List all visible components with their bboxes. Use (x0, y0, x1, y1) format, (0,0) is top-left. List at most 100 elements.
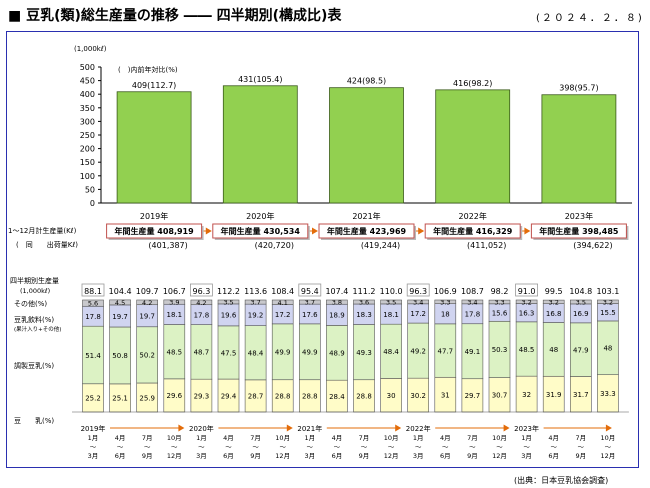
quarter-tilde: ～ (198, 443, 205, 451)
other-value: 3.5 (386, 298, 396, 306)
quarter-total: 103.1 (596, 287, 619, 296)
year-marker: 2020年 (189, 424, 214, 433)
other-segment (380, 299, 402, 305)
year-arrowhead (524, 227, 531, 235)
soy-milk-value: 28.8 (356, 393, 372, 401)
other-segment (136, 299, 158, 306)
other-value: 4.2 (142, 299, 152, 307)
y-tick-label: 350 (80, 104, 95, 113)
quarter-total-unit: (1,000kℓ) (20, 287, 50, 295)
other-segment (434, 299, 457, 304)
quarter-tilde: ～ (171, 443, 178, 451)
quarter-start-month: 4月 (115, 434, 126, 442)
y-tick-label: 250 (80, 131, 95, 140)
shipment-label: (401,387) (148, 241, 187, 250)
drink-value: 19.6 (221, 312, 237, 320)
drink-value: 19.7 (112, 313, 128, 321)
other-segment (461, 299, 484, 305)
quarter-tilde: ～ (307, 443, 314, 451)
annual-bar (329, 87, 404, 204)
quarter-start-month: 1月 (413, 434, 424, 442)
production-label: 年間生産量 423,969 (327, 226, 407, 236)
drink-value: 18.3 (356, 311, 372, 319)
other-segment (542, 299, 565, 304)
quarter-end-month: 3月 (521, 452, 532, 460)
quarter-total-box (515, 283, 538, 297)
prepared-value: 49.2 (410, 347, 426, 355)
other-value: 4.5 (115, 299, 125, 307)
prepared-value: 48.4 (248, 350, 264, 358)
chart-frame (6, 31, 639, 468)
series-label-prepared: 調製豆乳(%) (14, 361, 54, 370)
bar-value-label: 416(98.2) (453, 79, 492, 88)
production-box (106, 223, 203, 239)
quarter-total-box (406, 283, 430, 297)
quarter-end-month: 6月 (332, 452, 343, 460)
drink-value: 17.8 (194, 311, 210, 319)
quarter-total: 96.3 (192, 287, 210, 296)
quarter-tilde: ～ (334, 443, 341, 451)
quarter-tilde: ～ (279, 443, 286, 451)
year-marker: 2022年 (406, 424, 431, 433)
drink-value: 16.3 (519, 310, 535, 318)
other-value: 3.4 (413, 298, 423, 306)
prepared-value: 49.3 (356, 349, 372, 357)
prepared-value: 47.7 (438, 347, 454, 355)
quarter-end-month: 12月 (601, 452, 616, 460)
prepared-value: 50.8 (112, 352, 128, 360)
quarter-tilde: ～ (496, 443, 503, 451)
y-tick-label: 300 (80, 117, 95, 126)
quarter-end-month: 6月 (223, 452, 234, 460)
prepared-value: 47.5 (221, 349, 237, 357)
y-tick-label: 50 (85, 185, 95, 194)
soy-milk-value: 29.6 (167, 392, 183, 400)
quarter-total: 104.8 (569, 287, 592, 296)
quarter-start-month: 1月 (196, 434, 207, 442)
quarter-tilde: ～ (442, 443, 449, 451)
year-arrowhead (418, 227, 425, 235)
soy-milk-value: 33.3 (600, 390, 616, 398)
bar-value-label: 409(112.7) (132, 81, 176, 90)
quarter-end-month: 9月 (250, 452, 261, 460)
other-segment (163, 299, 186, 305)
soy-milk-value: 25.2 (85, 395, 101, 403)
y-tick-label: 100 (80, 172, 95, 181)
quarter-end-month: 9月 (575, 452, 586, 460)
year-label: 2019年 (140, 211, 168, 221)
quarter-total: 99.5 (545, 287, 563, 296)
quarter-start-month: 7月 (575, 434, 586, 442)
quarter-total: 108.7 (461, 287, 484, 296)
quarter-end-month: 6月 (440, 452, 451, 460)
prepared-value: 47.9 (573, 346, 589, 354)
annual-bar (116, 91, 192, 204)
y-unit-label: (1,000kℓ) (74, 45, 107, 53)
other-value: 4.1 (278, 299, 288, 307)
quarter-end-month: 6月 (115, 452, 126, 460)
drink-value: 18.9 (329, 312, 345, 320)
shipment-label: (419,244) (361, 241, 400, 250)
quarter-tilde: ～ (252, 443, 259, 451)
quarter-tilde: ～ (469, 443, 476, 451)
quarter-start-month: 10月 (492, 434, 507, 442)
other-value: 3.7 (305, 299, 315, 307)
prepared-value: 50.3 (492, 346, 508, 354)
other-segment (190, 299, 213, 306)
source-note: (出典：日本豆乳協会調査) (514, 476, 609, 485)
quarter-start-month: 10月 (384, 434, 399, 442)
other-value: 3.8 (332, 299, 342, 307)
drink-value: 16.9 (573, 310, 589, 318)
y-tick-label: 0 (90, 199, 95, 208)
production-box (530, 223, 627, 239)
year-arrowhead (312, 227, 318, 235)
quarter-tilde: ～ (225, 443, 232, 451)
quarter-tilde: ～ (388, 443, 395, 451)
y-tick-label: 200 (80, 145, 95, 154)
shipment-label: (394,622) (573, 241, 612, 250)
quarter-end-month: 6月 (548, 452, 559, 460)
quarter-start-month: 10月 (167, 434, 182, 442)
soy-milk-value: 31.7 (573, 391, 589, 399)
quarter-total: 98.2 (491, 287, 509, 296)
legend-note: ( )内前年対比(%) (118, 65, 178, 74)
report-date: (２０２４．２．８) (536, 13, 644, 24)
